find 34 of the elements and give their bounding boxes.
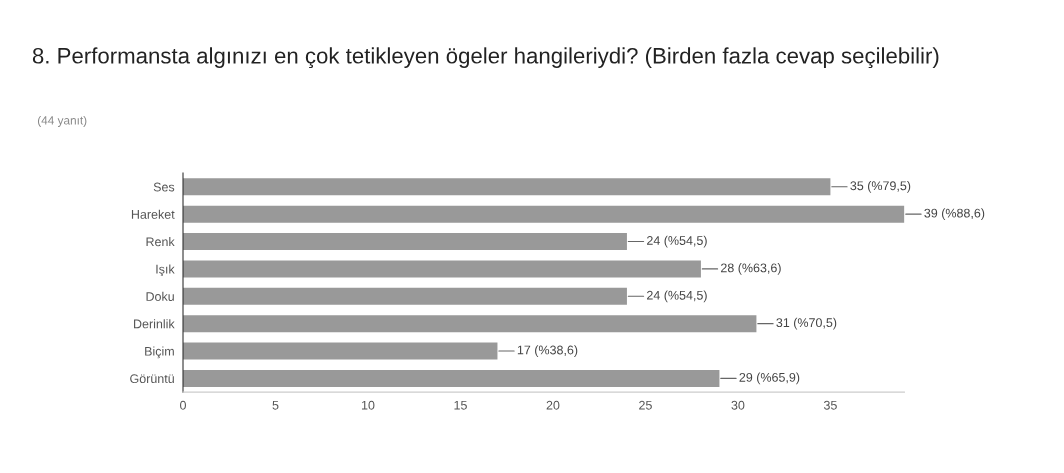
x-tick-label: 20 xyxy=(546,400,560,410)
y-tick-label: Işık xyxy=(156,264,175,277)
bar xyxy=(183,369,720,387)
y-tick-label: Derinlik xyxy=(134,319,175,329)
x-tick-label: 10 xyxy=(361,400,375,410)
x-tick-label: 0 xyxy=(180,400,186,410)
y-tick-label: Renk xyxy=(146,237,175,247)
bar xyxy=(183,342,498,360)
x-tick-label: 35 xyxy=(823,400,837,410)
chart-title: 8. Performansta algınızı en çok tetikleyen ögeler hangileriydi? (Birden fazla cevap seçilebilir) xyxy=(32,47,939,69)
bar xyxy=(183,315,757,333)
bar xyxy=(183,233,627,251)
x-tick-label: 30 xyxy=(731,400,745,410)
x-tick-label: 25 xyxy=(639,400,652,410)
bar xyxy=(183,260,701,278)
y-tick-label: Ses xyxy=(153,182,175,192)
data-label: 39 (%88,6) xyxy=(924,208,985,220)
bar xyxy=(183,178,831,196)
data-label: 24 (%54,5) xyxy=(647,290,707,303)
y-tick-label: Görüntü xyxy=(130,374,174,384)
y-tick-label: Biçim xyxy=(145,346,174,359)
data-label: 35 (%79,5) xyxy=(850,180,911,193)
y-tick-label: Hareket xyxy=(131,209,175,219)
y-tick-label: Doku xyxy=(146,291,174,301)
x-tick-label: 15 xyxy=(454,400,467,410)
data-label: 17 (%38,6) xyxy=(517,345,578,357)
bar xyxy=(183,205,905,223)
x-tick-label: 5 xyxy=(272,400,279,410)
bar xyxy=(183,287,627,305)
data-label: 24 (%54,5) xyxy=(647,235,707,248)
data-label: 31 (%70,5) xyxy=(776,317,837,330)
data-label: 28 (%63,6) xyxy=(721,263,781,275)
data-label: 29 (%65,9) xyxy=(739,372,800,385)
text: (44 yanıt) xyxy=(37,115,87,127)
